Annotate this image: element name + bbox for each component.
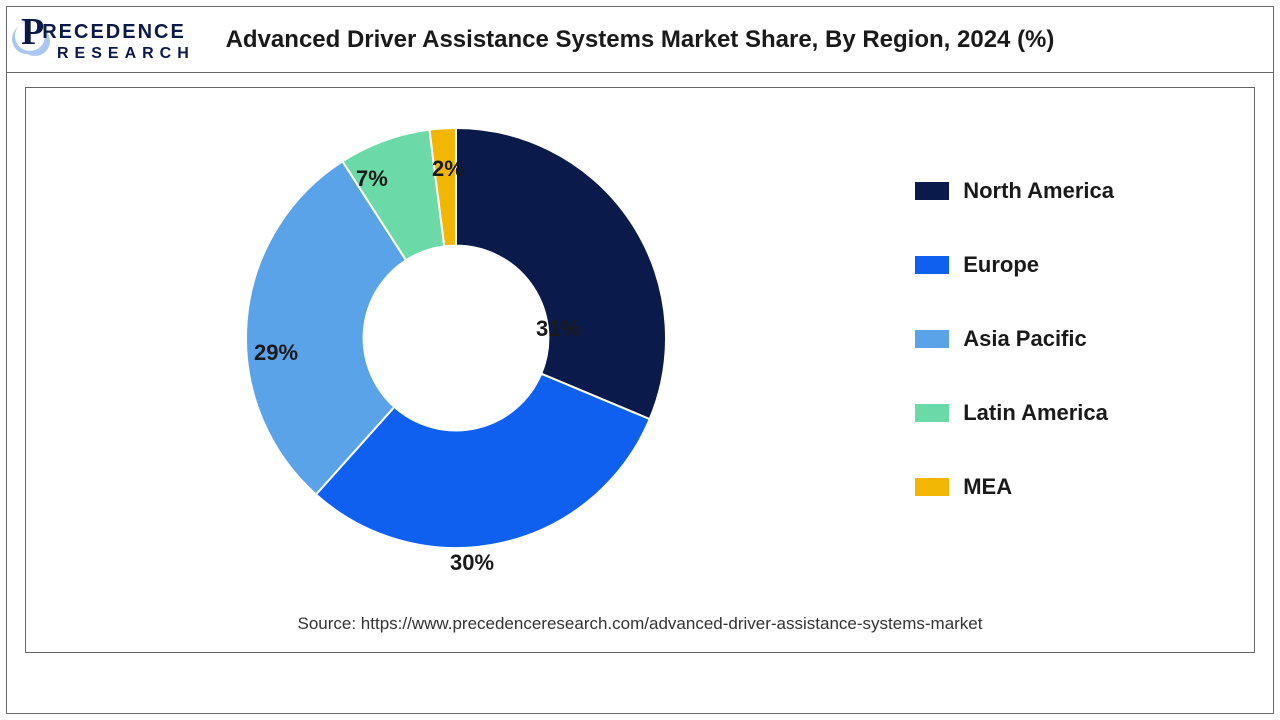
slice-percent-label: 31% [536,316,580,342]
legend-swatch [915,182,949,200]
donut-slice [456,128,666,419]
legend-item: MEA [915,474,1114,500]
legend-label: Asia Pacific [963,326,1087,352]
chart-area: 31% 30% 29% 7% 2% North America Europe Asia Pa… [25,87,1255,653]
legend-swatch [915,478,949,496]
header-bar: P RECEDENCE RESEARCH Advanced Driver Ass… [7,7,1273,73]
slice-percent-label: 30% [450,550,494,576]
slice-percent-label: 7% [356,166,388,192]
slice-percent-label: 29% [254,340,298,366]
legend-swatch [915,330,949,348]
legend-item: Europe [915,252,1114,278]
legend-swatch [915,404,949,422]
legend-item: North America [915,178,1114,204]
legend-swatch [915,256,949,274]
donut-chart: 31%30%29%7%2% [236,118,676,558]
legend: North America Europe Asia Pacific Latin Ame… [915,178,1114,500]
legend-label: MEA [963,474,1012,500]
legend-label: North America [963,178,1114,204]
legend-label: Europe [963,252,1039,278]
outer-frame: P RECEDENCE RESEARCH Advanced Driver Ass… [6,6,1274,714]
slice-percent-label: 2% [432,156,464,182]
legend-item: Asia Pacific [915,326,1114,352]
source-citation: Source: https://www.precedenceresearch.c… [26,614,1254,634]
chart-title: Advanced Driver Assistance Systems Marke… [7,26,1273,54]
donut-svg [236,118,676,558]
legend-item: Latin America [915,400,1114,426]
legend-label: Latin America [963,400,1108,426]
